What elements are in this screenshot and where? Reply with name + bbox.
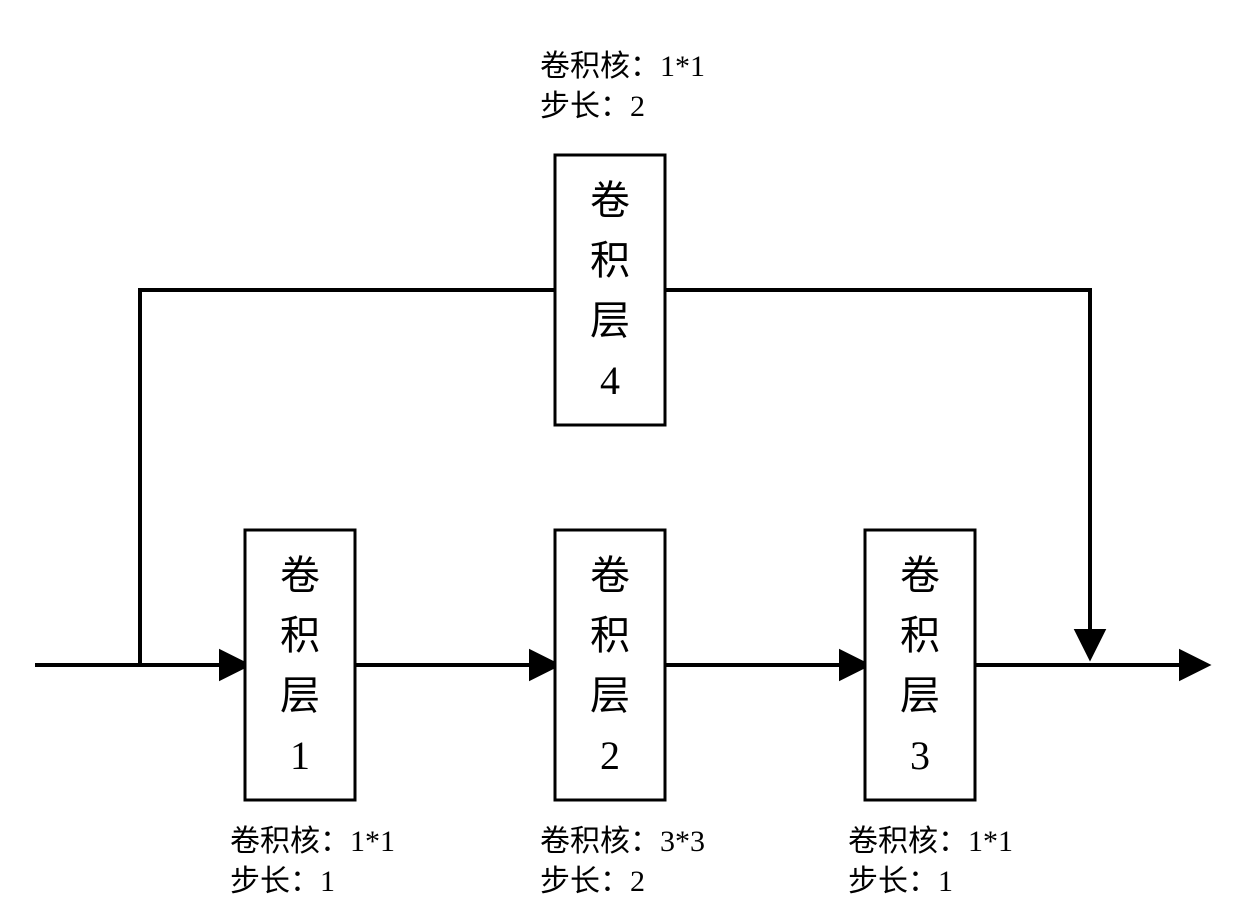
node-label-conv4-char3: 4 <box>600 358 620 403</box>
node-label-conv3-char1: 积 <box>900 613 940 658</box>
node-conv2: 卷积层 2 <box>555 530 665 800</box>
node-label-conv1-char2: 层 <box>280 673 320 718</box>
param-kernel-conv4: 卷积核：1*1 <box>540 50 705 83</box>
node-label-conv3-char0: 卷 <box>900 553 940 598</box>
diagram-canvas: 卷积层1卷积核：1*1步长：1卷积层2卷积核：3*3步长：2卷积层3卷积核：1*… <box>0 0 1240 907</box>
node-label-conv2-char1: 积 <box>590 613 630 658</box>
node-label-conv3-char3: 3 <box>910 733 930 778</box>
param-stride-conv3: 步长：1 <box>848 865 953 898</box>
param-stride-conv2: 步长：2 <box>540 865 645 898</box>
node-label-conv3-char2: 层 <box>900 673 940 718</box>
param-stride-conv4: 步长：2 <box>540 90 645 123</box>
node-label-conv1-char0: 卷 <box>280 553 320 598</box>
param-kernel-conv2: 卷积核：3*3 <box>540 825 705 858</box>
node-label-conv2-char3: 2 <box>600 733 620 778</box>
param-kernel-conv3: 卷积核：1*1 <box>848 825 1013 858</box>
node-label-conv4-char2: 层 <box>590 298 630 343</box>
param-kernel-conv1: 卷积核：1*1 <box>230 825 395 858</box>
node-conv4: 卷积层 4 <box>555 155 665 425</box>
node-label-conv1-char1: 积 <box>280 613 320 658</box>
node-label-conv4-char0: 卷 <box>590 178 630 223</box>
node-conv3: 卷积层 3 <box>865 530 975 800</box>
node-label-conv2-char0: 卷 <box>590 553 630 598</box>
node-label-conv1-char3: 1 <box>290 733 310 778</box>
node-label-conv4-char1: 积 <box>590 238 630 283</box>
node-label-conv2-char2: 层 <box>590 673 630 718</box>
node-conv1: 卷积层 1 <box>245 530 355 800</box>
param-stride-conv1: 步长：1 <box>230 865 335 898</box>
